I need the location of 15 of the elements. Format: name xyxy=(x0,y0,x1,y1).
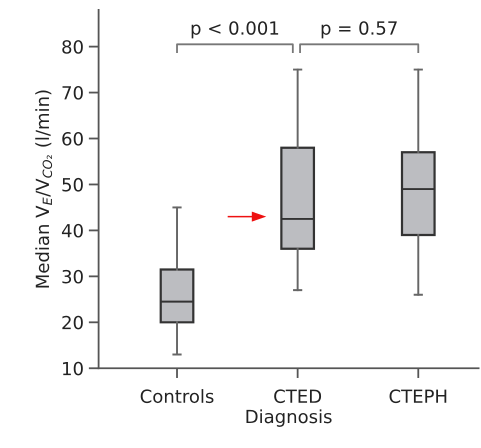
y-tick-label: 40 xyxy=(62,224,83,238)
annotation: p = 0.57 xyxy=(322,21,397,38)
y-tick-label: 20 xyxy=(62,316,83,330)
x-tick-label: CTEPH xyxy=(390,389,446,404)
y-tick-label: 50 xyxy=(62,178,83,192)
annotation: p < 0.001 xyxy=(192,21,278,38)
x-axis-title: Diagnosis xyxy=(246,409,332,427)
x-tick-label: Controls xyxy=(140,389,214,404)
y-tick-label: 80 xyxy=(62,40,83,54)
y-tick-label: 10 xyxy=(63,362,83,376)
y-tick-label: 60 xyxy=(62,132,83,146)
y-tick-label: 30 xyxy=(62,270,83,284)
x-tick-label: CTED xyxy=(274,389,322,404)
y-tick-label: 70 xyxy=(62,86,83,100)
y-axis-title: Median V$_{E}$/V$_{CO₂}$ (l/min) xyxy=(35,90,52,288)
